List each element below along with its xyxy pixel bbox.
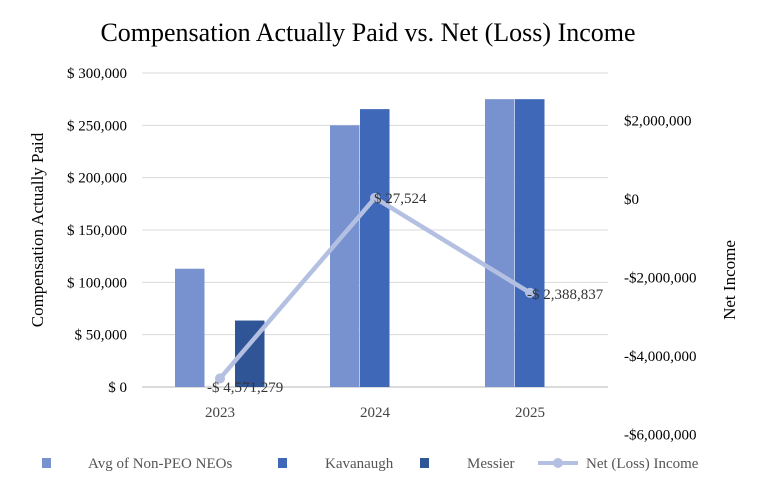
legend-line-marker (553, 458, 563, 468)
y2-tick-label: $0 (624, 192, 639, 208)
legend-label: Net (Loss) Income (586, 456, 699, 472)
x-tick-label: 2025 (515, 405, 545, 421)
y2-axis-label: Net Income (720, 240, 739, 320)
legend-label: Avg of Non-PEO NEOs (88, 456, 232, 472)
legend-swatch (278, 458, 287, 468)
legend-label: Messier (467, 456, 515, 472)
y-tick-label: $ 0 (108, 380, 127, 396)
bar-kavanaugh (360, 109, 390, 388)
y-tick-label: $ 300,000 (67, 66, 127, 82)
chart-title: Compensation Actually Paid vs. Net (Loss… (100, 18, 635, 47)
net-income-point (215, 373, 225, 384)
bar-avg-of-non-peo-neos (330, 125, 360, 387)
y-axis-label: Compensation Actually Paid (28, 132, 47, 327)
legend-label: Kavanaugh (325, 456, 394, 472)
y-tick-label: $ 200,000 (67, 171, 127, 187)
y-tick-label: $ 150,000 (67, 223, 127, 239)
legend-swatch (420, 458, 429, 468)
net-income-point (370, 192, 380, 203)
data-label: -$ 4,571,279 (207, 380, 283, 396)
data-label: -$ 2,388,837 (527, 287, 604, 303)
bar-kavanaugh (515, 99, 545, 388)
y2-tick-label: -$4,000,000 (624, 349, 697, 365)
data-label: $ 27,524 (374, 191, 427, 207)
y-tick-label: $ 100,000 (67, 275, 127, 291)
y2-tick-label: $2,000,000 (624, 114, 692, 130)
bar-avg-of-non-peo-neos (485, 99, 515, 388)
y-tick-label: $ 50,000 (75, 328, 128, 344)
x-tick-label: 2023 (205, 405, 235, 421)
legend-swatch (42, 458, 51, 468)
x-tick-label: 2024 (360, 405, 391, 421)
net-income-point (525, 287, 535, 298)
y2-tick-label: -$2,000,000 (624, 271, 697, 287)
bar-avg-of-non-peo-neos (175, 268, 205, 387)
y2-tick-label: -$6,000,000 (624, 428, 697, 444)
y-tick-label: $ 250,000 (67, 118, 127, 134)
